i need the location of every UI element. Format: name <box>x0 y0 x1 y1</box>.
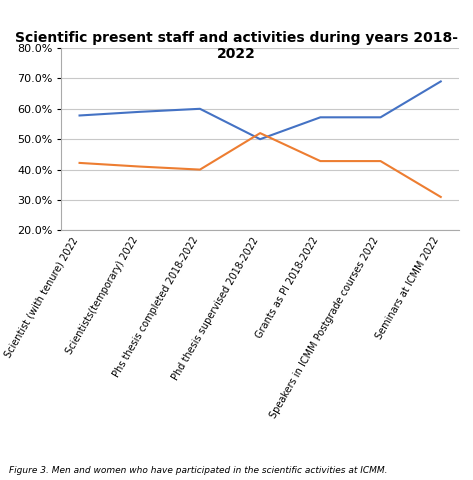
Line: Women: Women <box>79 133 441 197</box>
Men <box>378 114 384 120</box>
Men <box>257 136 263 142</box>
Women <box>137 164 142 169</box>
Women <box>197 167 203 172</box>
Text: Scientific present staff and activities during years 2018-
2022: Scientific present staff and activities … <box>15 31 458 61</box>
Men <box>197 106 203 112</box>
Women <box>438 194 444 200</box>
Men <box>77 113 82 119</box>
Men <box>317 114 323 120</box>
Women <box>378 158 384 164</box>
Men <box>137 109 142 115</box>
Text: Figure 3. Men and women who have participated in the scientific activities at IC: Figure 3. Men and women who have partici… <box>9 466 388 475</box>
Line: Men: Men <box>79 82 441 139</box>
Women <box>77 160 82 166</box>
Women <box>257 130 263 136</box>
Men <box>438 79 444 84</box>
Women <box>317 158 323 164</box>
